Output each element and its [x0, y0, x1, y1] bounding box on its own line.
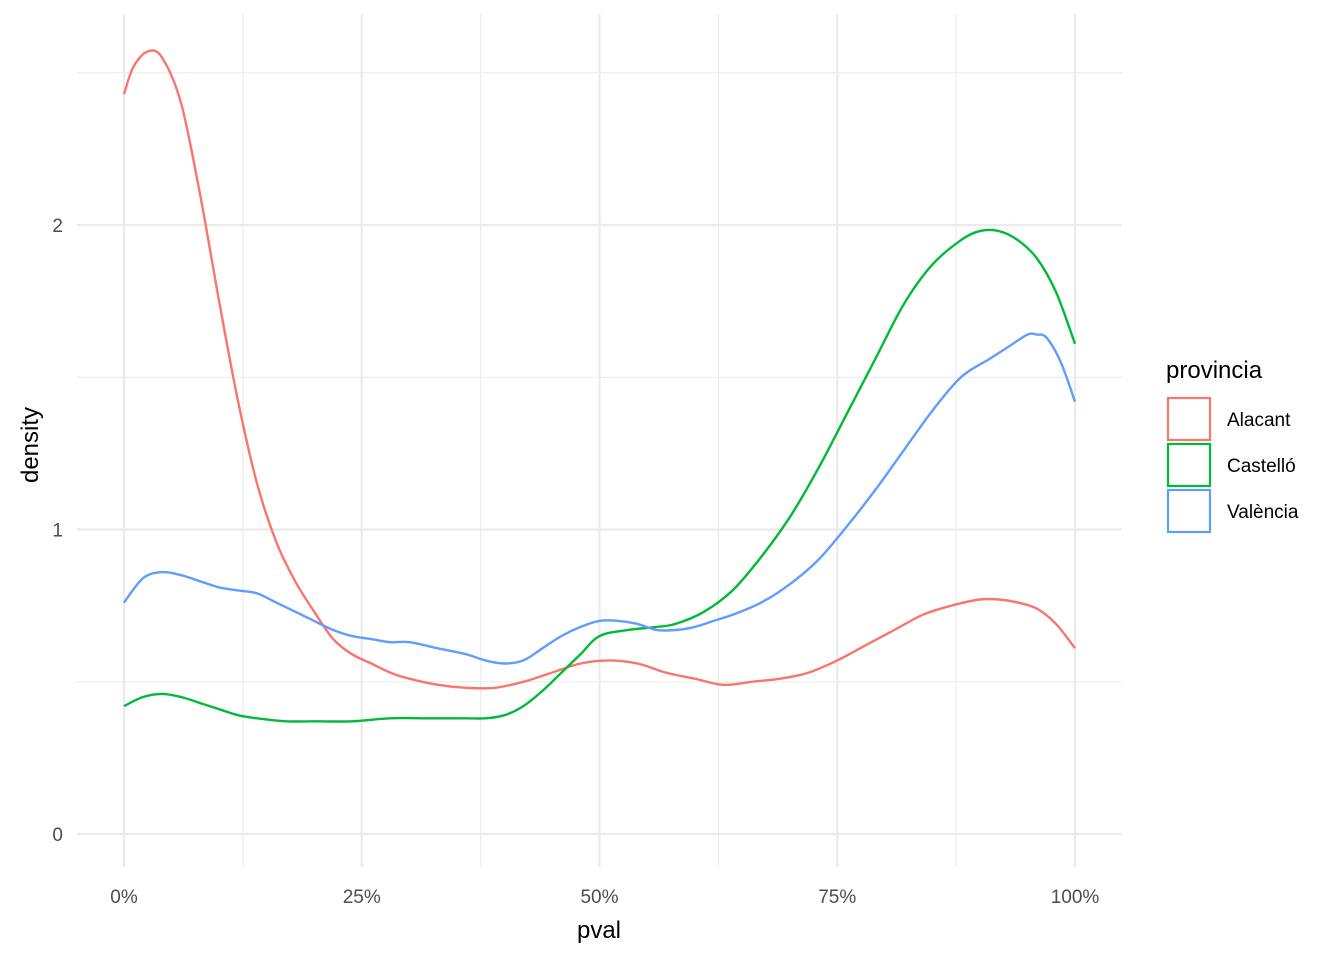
- legend-label-castello: Castelló: [1227, 456, 1296, 477]
- legend: provincia Alacant Castelló València: [1166, 357, 1299, 534]
- legend-key-valencia: [1166, 488, 1212, 534]
- x-tick-label: 0%: [110, 887, 138, 908]
- y-tick-label: 1: [52, 521, 63, 542]
- y-tick-label: 2: [52, 216, 63, 237]
- legend-label-alacant: Alacant: [1227, 410, 1291, 431]
- series-line-alacant: [122, 49, 1076, 690]
- legend-label-valencia: València: [1227, 502, 1299, 523]
- x-tick-label: 75%: [818, 887, 856, 908]
- y-tick-label: 0: [52, 825, 63, 846]
- y-axis-title: density: [17, 407, 44, 483]
- legend-key-castello: [1166, 442, 1212, 488]
- y-axis-tick-labels: 0 1 2: [52, 216, 63, 846]
- x-tick-label: 100%: [1051, 887, 1100, 908]
- x-axis-title: pval: [577, 917, 621, 944]
- legend-key-alacant: [1166, 396, 1212, 442]
- series-line-castello: [123, 228, 1077, 723]
- x-tick-label: 25%: [343, 887, 381, 908]
- legend-title: provincia: [1166, 357, 1263, 384]
- x-tick-label: 50%: [580, 887, 618, 908]
- grid-lines: [77, 14, 1122, 867]
- legend-items: Alacant Castelló València: [1166, 396, 1299, 534]
- x-axis-tick-labels: 0% 25% 50% 75% 100%: [110, 887, 1099, 908]
- series-line-valencia: [123, 332, 1077, 665]
- series-lines: [122, 49, 1077, 723]
